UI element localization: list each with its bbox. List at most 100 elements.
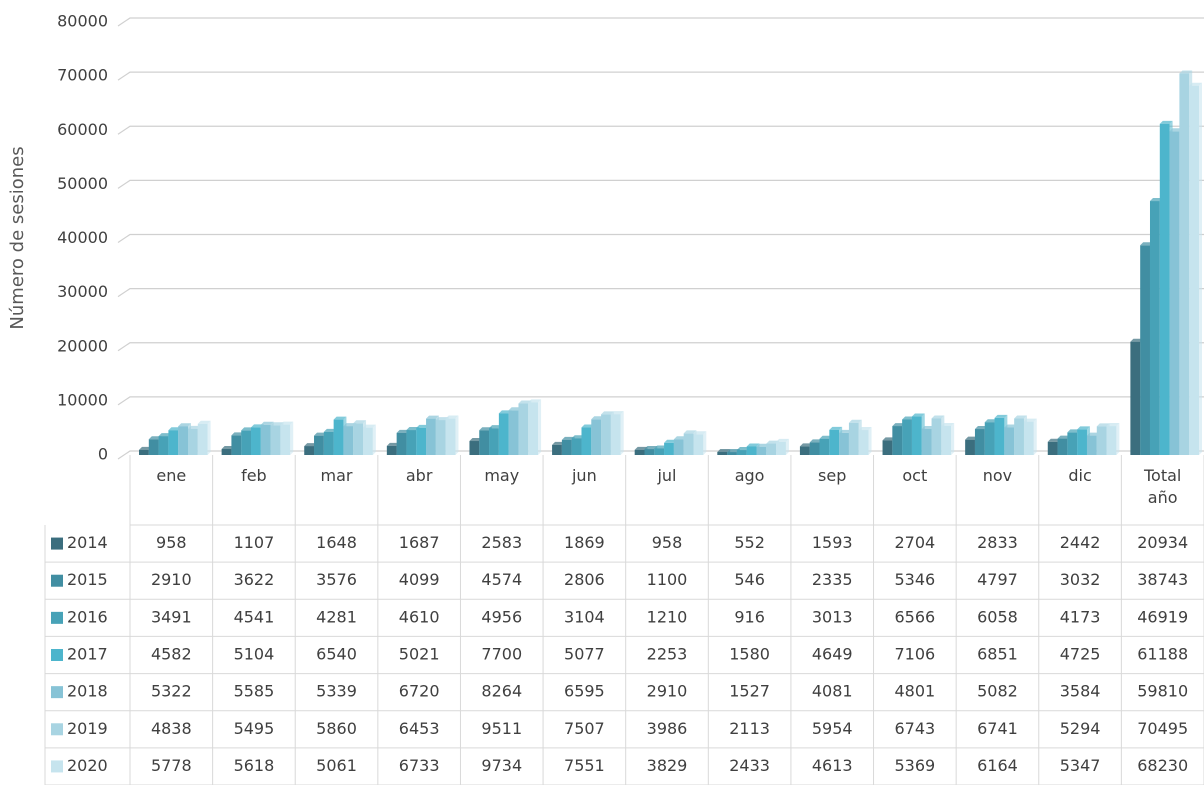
table-value: 4613 xyxy=(812,756,853,775)
bar xyxy=(280,421,294,455)
bar-top xyxy=(727,449,740,453)
bar-face xyxy=(839,432,849,455)
bar-side xyxy=(455,415,459,455)
table-value: 4099 xyxy=(399,570,440,589)
bar-top xyxy=(819,435,833,439)
bar-face xyxy=(386,445,397,455)
bar-top xyxy=(158,433,172,437)
bar-face xyxy=(756,446,767,455)
grid-line xyxy=(117,233,1204,243)
table-value: 2335 xyxy=(812,570,853,589)
bar-face xyxy=(654,448,665,455)
bar xyxy=(941,422,955,455)
table-value: 546 xyxy=(734,570,765,589)
table-value: 4173 xyxy=(1060,607,1101,626)
table-value: 1580 xyxy=(729,645,770,664)
table-value: 4956 xyxy=(481,607,522,626)
legend-key xyxy=(51,611,63,624)
grid-line xyxy=(117,125,1204,135)
x-tick-cell: feb xyxy=(241,466,267,485)
bar-side xyxy=(290,421,294,455)
table-value: 5082 xyxy=(977,682,1018,701)
table-value: 958 xyxy=(156,533,187,552)
bar-top xyxy=(902,416,915,420)
bar-face xyxy=(974,429,985,455)
legend-label: 2020 xyxy=(67,756,108,775)
bar-face xyxy=(498,413,509,455)
table-value: 5077 xyxy=(564,645,605,664)
bar xyxy=(693,431,707,455)
x-tick-label: jun xyxy=(571,466,597,485)
bar-face xyxy=(829,429,840,455)
table-value: 2113 xyxy=(729,719,770,738)
bar-face xyxy=(241,430,252,455)
bar-top xyxy=(435,417,449,421)
legend-key xyxy=(51,760,63,773)
bar-face xyxy=(158,436,169,455)
bar-face xyxy=(188,428,198,455)
bar-top xyxy=(581,424,595,428)
bar-top xyxy=(260,421,274,425)
table-value: 1593 xyxy=(812,533,853,552)
bar-face xyxy=(333,419,344,455)
table-value: 2910 xyxy=(647,682,688,701)
bar-face xyxy=(819,438,830,455)
bar-top xyxy=(1096,423,1110,427)
bar-top xyxy=(693,431,707,435)
bar-top xyxy=(941,422,955,426)
table-value: 59810 xyxy=(1137,682,1188,701)
bar-face xyxy=(435,420,446,455)
x-tick-cell: may xyxy=(484,466,519,485)
bar-top xyxy=(892,423,906,427)
table-value: 5369 xyxy=(894,756,935,775)
bar-face xyxy=(994,417,1005,455)
bar-face xyxy=(984,422,995,455)
bar-face xyxy=(1047,441,1058,455)
x-tick-label: mar xyxy=(320,466,353,485)
bar-top xyxy=(683,430,697,434)
x-tick-label: dic xyxy=(1068,466,1092,485)
bar-top xyxy=(386,442,400,446)
bar-face xyxy=(304,446,315,455)
bar-top xyxy=(178,423,192,427)
table-value: 3013 xyxy=(812,607,853,626)
bar-top xyxy=(518,400,532,404)
x-tick-cell: Total año xyxy=(1144,466,1181,507)
bar-top xyxy=(1023,418,1037,422)
x-tick-cell: jul xyxy=(657,466,677,485)
bar-top xyxy=(445,415,459,419)
table-value: 1210 xyxy=(647,607,688,626)
bar-top xyxy=(280,421,294,425)
bar-face xyxy=(848,422,859,455)
bar-face xyxy=(683,433,694,455)
table-value: 68230 xyxy=(1137,756,1188,775)
legend-label: 2014 xyxy=(67,533,108,552)
x-tick-label: jul xyxy=(657,466,677,485)
bar-face xyxy=(1130,341,1141,455)
bar-top xyxy=(479,427,493,431)
bar-face xyxy=(1140,245,1150,455)
bar-face xyxy=(1149,201,1160,455)
table-value: 1687 xyxy=(399,533,440,552)
bar-face xyxy=(178,426,189,455)
bar-face xyxy=(168,430,179,455)
y-axis-title: Número de sesiones xyxy=(7,146,28,329)
table-value: 3622 xyxy=(234,570,275,589)
table-value: 4582 xyxy=(151,645,192,664)
x-tick-label: sep xyxy=(818,466,847,485)
bar-face xyxy=(1096,426,1107,455)
table-value: 8264 xyxy=(481,682,522,701)
legend-key xyxy=(51,723,63,736)
table-value: 3584 xyxy=(1060,682,1101,701)
table-value: 4281 xyxy=(316,607,357,626)
bar-face xyxy=(353,423,364,455)
bar-face xyxy=(1106,426,1117,455)
grid-line xyxy=(117,179,1204,189)
table-value: 2253 xyxy=(647,645,688,664)
y-tick-label: 20000 xyxy=(57,336,108,355)
bar-top xyxy=(197,420,211,424)
bar-face xyxy=(693,434,704,455)
y-tick-label: 80000 xyxy=(57,12,108,31)
bar-top xyxy=(148,436,162,440)
bar-top xyxy=(965,436,978,440)
